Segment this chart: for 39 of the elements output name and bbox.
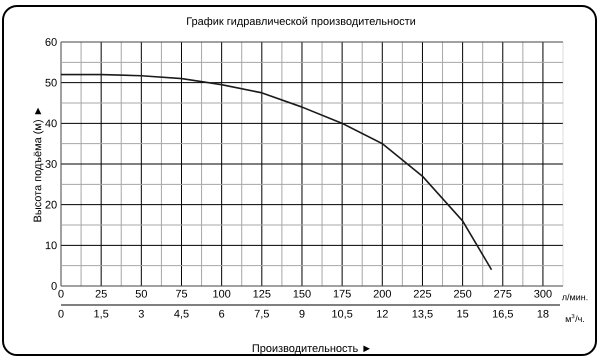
x2-tick-label: 0 — [58, 310, 64, 318]
x2-tick-label: 18 — [538, 310, 549, 318]
x-tick-label: 50 — [136, 290, 147, 298]
y-tick-label: 30 — [45, 160, 57, 168]
x-tick-label: 250 — [454, 290, 472, 298]
chart-title: График гидравлической производительности — [187, 16, 416, 28]
x-tick-label: 300 — [534, 290, 552, 298]
x2-tick-label: 16,5 — [492, 310, 513, 319]
y-tick-label: 60 — [46, 38, 57, 46]
x2-tick-label: 3 — [138, 310, 144, 318]
y-tick-label: 10 — [46, 241, 57, 250]
x2-tick-label: 10,5 — [332, 310, 352, 319]
x2-tick-label: 6 — [219, 310, 224, 318]
y-tick-label: 40 — [45, 119, 57, 128]
x2-tick-label: 4,5 — [174, 310, 189, 319]
y-tick-label: 50 — [45, 78, 57, 87]
x-tick-label: 125 — [253, 290, 270, 298]
x-tick-label: 175 — [334, 290, 351, 298]
x2-tick-label: 7,5 — [254, 310, 269, 319]
x-tick-label: 75 — [176, 290, 188, 298]
text: л/мин. — [562, 294, 588, 300]
x-tick-label: 25 — [96, 290, 107, 298]
x2-tick-label: 15 — [457, 310, 468, 318]
x-tick-label: 100 — [213, 290, 230, 298]
x2-tick-label: 12 — [377, 310, 388, 318]
x2-tick-label: 9 — [299, 310, 304, 318]
x-tick-label: 200 — [374, 290, 391, 298]
text: м$^{3}$/ч. — [566, 314, 584, 322]
x-tick-label: 275 — [494, 290, 512, 298]
y-tick-label: 20 — [46, 200, 57, 209]
x-axis-title: Производительность ► — [252, 344, 370, 354]
x2-tick-label: 13,5 — [412, 310, 433, 319]
y-tick-label: 0 — [51, 282, 57, 290]
y-axis-title: Высота подъёма (м) ► — [33, 108, 44, 222]
line-series — [60, 74, 492, 271]
x-tick-label: 225 — [414, 290, 432, 298]
x2-tick-label: 1,5 — [94, 310, 108, 319]
x-tick-label: 0 — [58, 290, 64, 298]
x-tick-label: 150 — [294, 290, 311, 298]
